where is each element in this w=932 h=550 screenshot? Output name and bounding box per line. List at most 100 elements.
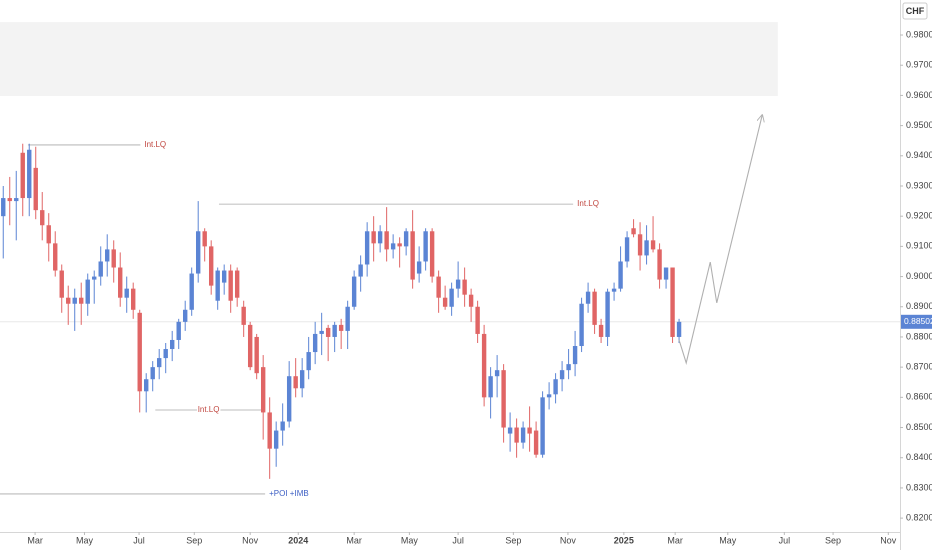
- candle-body: [306, 352, 311, 371]
- candle-body: [254, 336, 259, 374]
- candle-body: [592, 291, 597, 325]
- candle-body: [338, 324, 344, 331]
- candle-body: [650, 240, 656, 250]
- candle-body: [566, 364, 571, 371]
- candle-body: [14, 198, 19, 202]
- candle-body: [527, 427, 532, 434]
- x-tick-label: 2024: [288, 535, 308, 545]
- candle-body: [182, 309, 188, 322]
- currency-box: [902, 2, 928, 20]
- candle-body: [468, 294, 474, 307]
- candle-body: [618, 261, 623, 289]
- candle-body: [540, 397, 545, 455]
- candle-body: [676, 321, 682, 337]
- candle-body: [605, 291, 610, 337]
- candle-body: [397, 243, 402, 247]
- candle-body: [228, 270, 233, 301]
- candle-body: [488, 376, 493, 398]
- x-tick-label: Sep: [186, 535, 202, 545]
- candle-body: [247, 324, 253, 368]
- candle-body: [312, 333, 318, 353]
- candle-body: [319, 330, 324, 334]
- candle-body: [27, 149, 32, 199]
- x-tick-label: May: [76, 535, 94, 545]
- candle-body: [273, 430, 279, 449]
- candle-body: [53, 243, 58, 271]
- candle-body: [559, 370, 565, 380]
- x-tick-label: Jul: [133, 535, 145, 545]
- candle-body: [533, 430, 539, 455]
- candle-body: [92, 276, 97, 280]
- candle-body: [442, 297, 448, 307]
- candle-body: [429, 231, 435, 277]
- candle-body: [189, 273, 194, 310]
- candle-body: [176, 321, 181, 340]
- candle-body: [345, 306, 350, 331]
- candle-body: [293, 376, 298, 389]
- candle-body: [332, 324, 337, 337]
- candle-body: [670, 267, 675, 337]
- candle-body: [475, 306, 480, 334]
- candle-body: [85, 279, 90, 304]
- candle-body: [1, 198, 6, 217]
- candle-body: [390, 243, 396, 250]
- candle-body: [514, 427, 519, 443]
- candle-body: [410, 231, 415, 280]
- plot-area: Int.LQ Int.LQ Int.LQ +POI +IMB: [0, 22, 900, 500]
- candle-body: [657, 249, 662, 280]
- candle-body: [118, 267, 123, 298]
- candle-body: [33, 167, 38, 211]
- candle-body: [72, 297, 77, 304]
- x-tick-label: Sep: [825, 535, 841, 545]
- candle-body: [436, 276, 441, 298]
- y-tick-label: 0.98000: [906, 29, 932, 39]
- candle-body: [494, 370, 500, 377]
- x-tick-label: Mar: [27, 535, 43, 545]
- candle-body: [137, 312, 142, 392]
- candle-body: [150, 367, 155, 380]
- candle-body: [59, 270, 64, 298]
- annotation-label: +POI +IMB: [269, 489, 309, 498]
- supply-zone: [0, 22, 778, 97]
- x-tick-label: Nov: [880, 535, 897, 545]
- candle-body: [79, 297, 84, 304]
- candle-body: [144, 379, 149, 392]
- candle-body: [98, 261, 103, 277]
- candle-body: [66, 297, 71, 304]
- last-price-label: 0.88502: [904, 316, 932, 326]
- candle-body: [202, 231, 207, 247]
- candle-body: [124, 288, 129, 298]
- candle-body: [546, 394, 552, 398]
- candle-body: [241, 306, 246, 325]
- candle-body: [20, 152, 25, 199]
- candle-body: [553, 379, 558, 395]
- candle-body: [501, 370, 506, 428]
- annotation-label: Int.LQ: [144, 140, 166, 149]
- annotation-label: Int.LQ: [198, 405, 220, 414]
- candle-body: [215, 270, 220, 301]
- candle-body: [377, 231, 383, 244]
- candle-body: [157, 358, 162, 368]
- candle-body: [299, 370, 305, 389]
- candle-body: [267, 412, 272, 449]
- candle-body: [40, 210, 45, 226]
- candle-body: [462, 279, 467, 295]
- candle-body: [423, 231, 428, 262]
- candle-body: [7, 198, 12, 202]
- candle-body: [585, 291, 591, 304]
- candle-body: [416, 261, 422, 274]
- candle-body: [644, 240, 649, 256]
- candle-body: [260, 367, 266, 413]
- candle-body: [46, 225, 51, 244]
